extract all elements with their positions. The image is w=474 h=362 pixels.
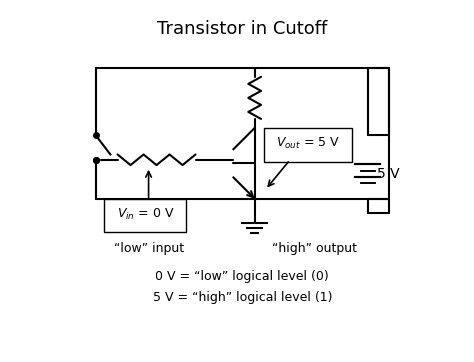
Text: 5 V = “high” logical level (1): 5 V = “high” logical level (1) (153, 291, 332, 304)
Text: Transistor in Cutoff: Transistor in Cutoff (157, 20, 328, 38)
FancyBboxPatch shape (104, 199, 186, 232)
Text: “low” input: “low” input (113, 242, 183, 255)
Text: 0 V = “low” logical level (0): 0 V = “low” logical level (0) (155, 270, 329, 283)
Text: “high” output: “high” output (272, 242, 357, 255)
Text: 5 V: 5 V (377, 167, 399, 181)
Text: $V_{out}$ = 5 V: $V_{out}$ = 5 V (276, 136, 340, 151)
Text: $V_{in}$ = 0 V: $V_{in}$ = 0 V (117, 207, 174, 222)
FancyBboxPatch shape (264, 128, 352, 161)
